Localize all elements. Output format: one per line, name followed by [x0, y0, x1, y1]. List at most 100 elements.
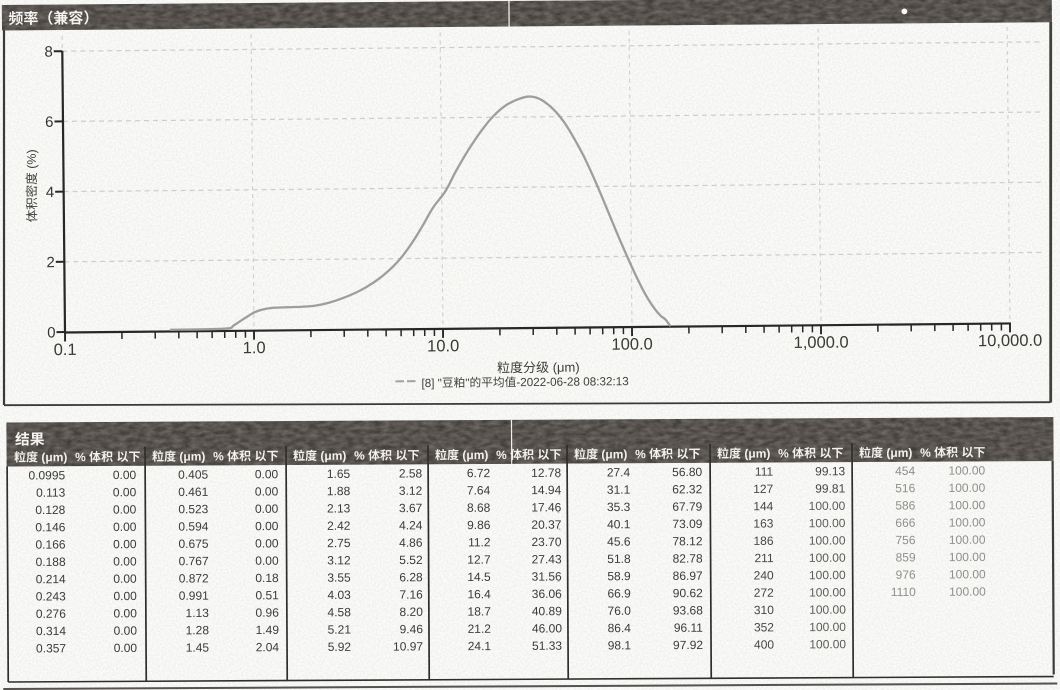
- svg-text:0.00: 0.00: [113, 606, 137, 620]
- svg-text:9.46: 9.46: [400, 622, 424, 636]
- svg-text:100.00: 100.00: [809, 585, 846, 599]
- svg-text:(μm): (μm): [886, 446, 912, 460]
- svg-text:1.88: 1.88: [327, 484, 351, 498]
- svg-text:2.75: 2.75: [327, 536, 351, 550]
- svg-text:0.594: 0.594: [178, 519, 208, 533]
- svg-text:100.00: 100.00: [948, 481, 985, 495]
- svg-text:12.7: 12.7: [467, 553, 491, 567]
- svg-text:4.58: 4.58: [327, 605, 351, 619]
- svg-text:78.12: 78.12: [672, 534, 702, 548]
- svg-text:0.00: 0.00: [113, 589, 137, 603]
- svg-text:27.4: 27.4: [607, 465, 631, 479]
- svg-text:100.00: 100.00: [809, 603, 846, 617]
- svg-text:1110: 1110: [891, 585, 916, 599]
- svg-text:8.68: 8.68: [467, 501, 491, 515]
- svg-text:16.4: 16.4: [467, 587, 491, 601]
- svg-text:-2022-06-28 08:32:13: -2022-06-28 08:32:13: [516, 375, 629, 389]
- svg-text:400: 400: [754, 638, 774, 652]
- svg-text:8: 8: [44, 44, 53, 61]
- svg-text:(μm): (μm): [553, 360, 580, 375]
- svg-text:100.00: 100.00: [809, 533, 846, 547]
- svg-text:1.13: 1.13: [185, 606, 209, 620]
- svg-text:0.767: 0.767: [179, 554, 209, 568]
- svg-text:18.7: 18.7: [467, 604, 491, 618]
- svg-text:859: 859: [896, 550, 916, 564]
- svg-text:0.1: 0.1: [54, 341, 77, 359]
- svg-text:6: 6: [45, 114, 54, 131]
- svg-text:100.00: 100.00: [809, 637, 846, 651]
- svg-text:1.28: 1.28: [186, 623, 210, 637]
- svg-text:6.28: 6.28: [399, 570, 423, 584]
- svg-text:%: %: [75, 450, 86, 464]
- svg-text:1.45: 1.45: [186, 641, 210, 655]
- svg-text:21.2: 21.2: [468, 622, 492, 636]
- svg-text:(μm): (μm): [744, 447, 770, 461]
- svg-text:0.00: 0.00: [113, 503, 137, 517]
- svg-text:10.0: 10.0: [427, 337, 459, 355]
- svg-text:0.146: 0.146: [35, 520, 65, 534]
- svg-text:27.43: 27.43: [532, 552, 562, 566]
- svg-text:0.96: 0.96: [255, 606, 279, 620]
- svg-text:(%): (%): [25, 149, 39, 169]
- svg-text:9.86: 9.86: [467, 518, 491, 532]
- svg-text:0.166: 0.166: [35, 537, 65, 551]
- svg-text:4.86: 4.86: [399, 536, 423, 550]
- svg-text:310: 310: [754, 603, 774, 617]
- svg-text:1,000.0: 1,000.0: [794, 333, 849, 352]
- svg-text:(μm): (μm): [41, 450, 67, 464]
- svg-text:0.128: 0.128: [35, 503, 65, 517]
- svg-text:58.9: 58.9: [607, 569, 631, 583]
- svg-text:100.00: 100.00: [949, 498, 986, 512]
- svg-text:24.1: 24.1: [468, 639, 492, 653]
- svg-text:1.49: 1.49: [256, 623, 280, 637]
- svg-text:(μm): (μm): [462, 448, 488, 462]
- svg-text:14.5: 14.5: [467, 570, 491, 584]
- svg-text:272: 272: [754, 586, 774, 600]
- svg-text:36.06: 36.06: [532, 587, 562, 601]
- svg-text:0.00: 0.00: [114, 641, 138, 655]
- svg-text:0.00: 0.00: [113, 537, 137, 551]
- svg-text:62.32: 62.32: [672, 482, 702, 496]
- svg-text:0.00: 0.00: [255, 484, 279, 498]
- svg-text:0.51: 0.51: [255, 588, 279, 602]
- svg-text:31.56: 31.56: [532, 569, 562, 583]
- svg-text:7.16: 7.16: [399, 588, 423, 602]
- svg-text:100.00: 100.00: [949, 567, 986, 581]
- svg-text:": ": [465, 377, 469, 390]
- svg-text:0.523: 0.523: [178, 502, 208, 516]
- svg-text:(μm): (μm): [601, 447, 627, 461]
- svg-text:0.357: 0.357: [36, 641, 66, 655]
- svg-text:76.0: 76.0: [607, 604, 631, 618]
- svg-text:2.42: 2.42: [327, 519, 351, 533]
- svg-text:0.276: 0.276: [36, 607, 66, 621]
- svg-text:127: 127: [753, 482, 773, 496]
- svg-text:40.89: 40.89: [532, 604, 562, 618]
- svg-text:(μm): (μm): [179, 449, 205, 463]
- svg-text:86.4: 86.4: [608, 621, 632, 635]
- svg-text:%: %: [920, 446, 931, 460]
- svg-text:100.00: 100.00: [949, 550, 986, 564]
- svg-text:100.00: 100.00: [809, 620, 846, 634]
- svg-text:1.65: 1.65: [327, 467, 351, 481]
- svg-text:0.00: 0.00: [255, 519, 279, 533]
- svg-text:12.78: 12.78: [531, 466, 561, 480]
- svg-text:163: 163: [753, 516, 773, 530]
- svg-text:516: 516: [895, 481, 915, 495]
- svg-text:56.80: 56.80: [672, 465, 702, 479]
- svg-text:%: %: [635, 447, 646, 461]
- svg-text:%: %: [778, 446, 789, 460]
- svg-text:0.00: 0.00: [113, 468, 137, 482]
- svg-text:211: 211: [754, 551, 774, 565]
- svg-text:99.81: 99.81: [815, 482, 845, 496]
- svg-text:0.00: 0.00: [255, 467, 279, 481]
- svg-text:51.8: 51.8: [607, 552, 631, 566]
- svg-text:0.00: 0.00: [113, 572, 137, 586]
- svg-text:10,000.0: 10,000.0: [978, 332, 1042, 351]
- svg-text:3.67: 3.67: [399, 501, 423, 515]
- svg-text:96.11: 96.11: [674, 621, 704, 635]
- svg-text:0.991: 0.991: [179, 589, 209, 603]
- svg-text:40.1: 40.1: [607, 517, 631, 531]
- svg-text:0.00: 0.00: [113, 485, 137, 499]
- svg-text:0.00: 0.00: [255, 536, 279, 550]
- svg-text:0.461: 0.461: [178, 485, 208, 499]
